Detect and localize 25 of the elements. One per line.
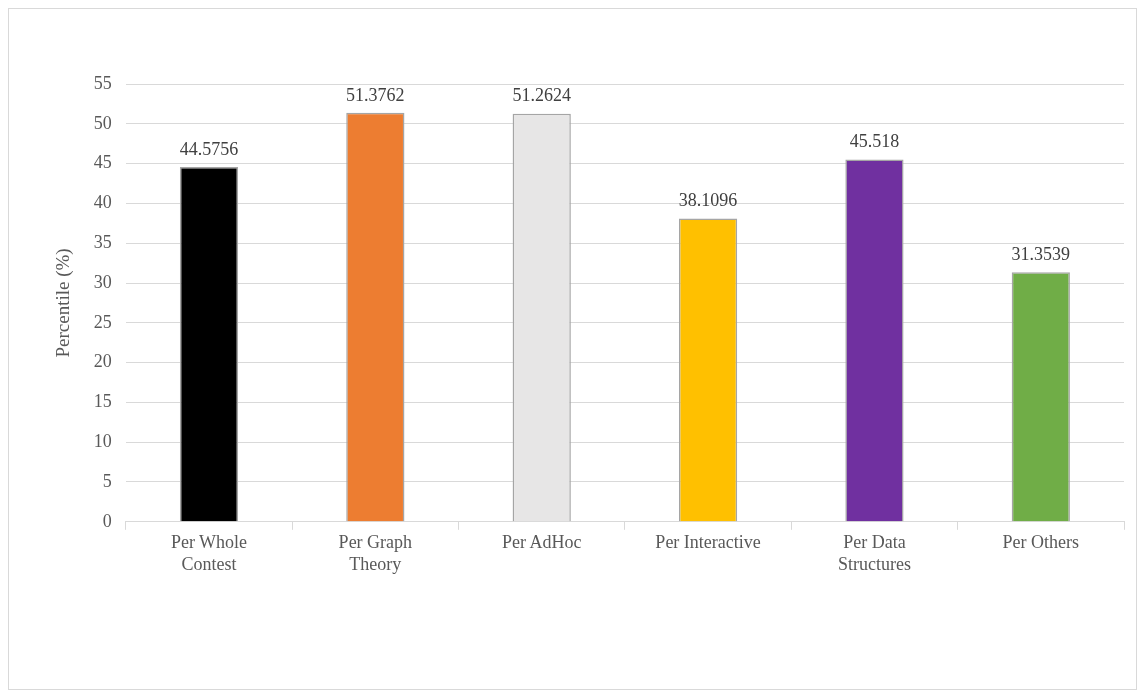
y-tick-label: 15	[93, 391, 112, 412]
data-label: 45.518	[849, 131, 900, 152]
y-tick-label: 40	[93, 192, 112, 213]
data-label: 44.5756	[179, 138, 239, 159]
x-tick-label: Per AdHoc	[501, 532, 582, 553]
data-label: 31.3539	[1011, 243, 1071, 264]
y-tick-label: 25	[93, 311, 112, 332]
data-label: 51.2624	[512, 85, 571, 106]
y-axis-title: Percentile (%)	[52, 248, 75, 358]
y-tick-label: 0	[102, 510, 112, 531]
x-tick-label: Per Whole Contest	[170, 532, 248, 574]
y-tick-label: 55	[93, 72, 112, 93]
y-tick-label: 10	[93, 430, 112, 451]
y-tick-label: 30	[93, 271, 112, 292]
y-tick-label: 50	[93, 112, 112, 133]
y-tick-label: 35	[93, 231, 112, 252]
data-label: 38.1096	[678, 190, 738, 211]
x-tick-label: Per Data Structures	[837, 532, 911, 574]
y-tick-label: 45	[93, 152, 112, 173]
x-tick-label: Per Others	[1002, 532, 1080, 553]
data-label: 51.3762	[346, 84, 405, 105]
x-tick-label: Per Interactive	[655, 532, 761, 553]
y-tick-label: 20	[93, 351, 112, 372]
x-tick-label: Per Graph Theory	[338, 532, 413, 574]
y-tick-label: 5	[102, 470, 112, 491]
